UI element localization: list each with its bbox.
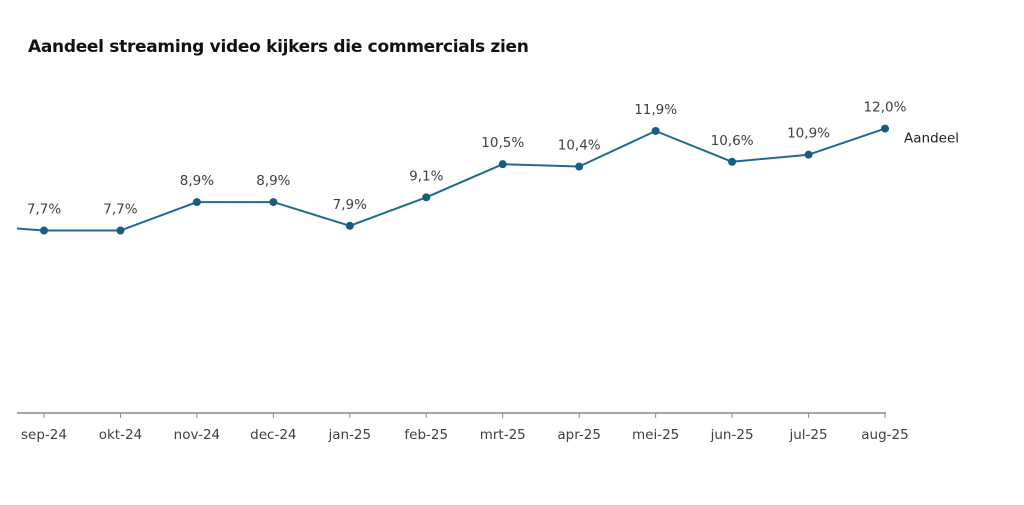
data-point-jul-25 bbox=[804, 150, 813, 159]
x-tick-label-jun-25: jun-25 bbox=[710, 427, 754, 443]
series-aandeel bbox=[16, 124, 889, 235]
x-tick-label-jul-25: jul-25 bbox=[788, 427, 827, 443]
legend-aandeel: Aandeel bbox=[904, 131, 959, 147]
x-tick-label-feb-25: feb-25 bbox=[404, 427, 448, 443]
data-labels: 7,7% 7,7% 8,9% 8,9% 7,9% 9,1% 10,5% 10,4% 11,9% 1… bbox=[27, 100, 907, 218]
data-point-aug-25 bbox=[881, 124, 889, 133]
data-label-nov-24: 8,9% bbox=[180, 173, 214, 189]
data-point-mrt-25 bbox=[498, 160, 507, 169]
series-line bbox=[16, 127, 886, 232]
data-label-sep-24: 7,7% bbox=[27, 202, 61, 218]
x-axis bbox=[17, 412, 886, 418]
data-point-dec-24 bbox=[269, 198, 278, 207]
x-tick-label-jan-25: jan-25 bbox=[327, 427, 371, 443]
data-point-jan-25 bbox=[345, 221, 354, 230]
chart-title: Aandeel streaming video kijkers die comm… bbox=[28, 37, 529, 57]
x-tick-label-dec-24: dec-24 bbox=[250, 427, 296, 443]
data-point-feb-25 bbox=[422, 193, 431, 202]
x-tick-label-sep-24: sep-24 bbox=[21, 427, 67, 443]
x-tick-label-apr-25: apr-25 bbox=[557, 427, 601, 443]
x-tick-label-mei-25: mei-25 bbox=[632, 427, 679, 443]
data-point-nov-24 bbox=[192, 198, 201, 207]
data-label-jun-25: 10,6% bbox=[711, 133, 754, 149]
data-label-dec-24: 8,9% bbox=[256, 173, 290, 189]
x-tick-labels: sep-24 okt-24 nov-24 dec-24 jan-25 feb-25 mrt-… bbox=[21, 427, 909, 443]
data-label-mrt-25: 10,5% bbox=[481, 135, 524, 151]
data-point-okt-24 bbox=[116, 226, 125, 235]
x-tick-label-nov-24: nov-24 bbox=[174, 427, 221, 443]
data-point-mei-25 bbox=[651, 126, 660, 135]
data-label-okt-24: 7,7% bbox=[103, 202, 137, 218]
x-tick-label-okt-24: okt-24 bbox=[99, 427, 142, 443]
data-label-feb-25: 9,1% bbox=[409, 168, 443, 184]
data-label-jul-25: 10,9% bbox=[787, 126, 830, 142]
data-label-mei-25: 11,9% bbox=[634, 102, 677, 118]
data-label-jan-25: 7,9% bbox=[333, 197, 367, 213]
data-point-jun-25 bbox=[728, 157, 737, 166]
data-label-apr-25: 10,4% bbox=[558, 138, 601, 154]
data-point-apr-25 bbox=[575, 162, 584, 171]
data-point-sep-24 bbox=[40, 226, 48, 235]
x-tick-label-mrt-25: mrt-25 bbox=[480, 427, 526, 443]
data-label-aug-25: 12,0% bbox=[864, 100, 907, 116]
x-tick-label-aug-25: aug-25 bbox=[861, 427, 908, 443]
